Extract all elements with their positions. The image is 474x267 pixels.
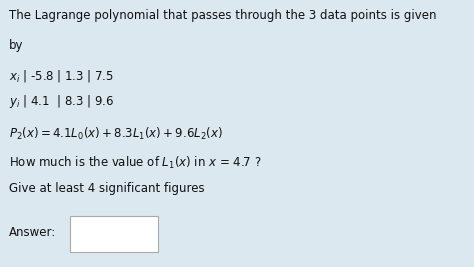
Text: $y_i$ | 4.1  | 8.3 | 9.6: $y_i$ | 4.1 | 8.3 | 9.6: [9, 93, 114, 111]
Text: $P_2(x) = 4.1L_0(x) + 8.3L_1(x) + 9.6L_2(x)$: $P_2(x) = 4.1L_0(x) + 8.3L_1(x) + 9.6L_2…: [9, 125, 222, 142]
Text: Answer:: Answer:: [9, 226, 56, 239]
Text: Give at least 4 significant figures: Give at least 4 significant figures: [9, 182, 204, 195]
Text: $x_i$ | -5.8 | 1.3 | 7.5: $x_i$ | -5.8 | 1.3 | 7.5: [9, 68, 114, 84]
Text: by: by: [9, 39, 23, 52]
FancyBboxPatch shape: [70, 216, 158, 252]
Text: How much is the value of $L_1(x)$ in $x$ = 4.7 ?: How much is the value of $L_1(x)$ in $x$…: [9, 155, 261, 171]
Text: The Lagrange polynomial that passes through the 3 data points is given: The Lagrange polynomial that passes thro…: [9, 9, 436, 22]
